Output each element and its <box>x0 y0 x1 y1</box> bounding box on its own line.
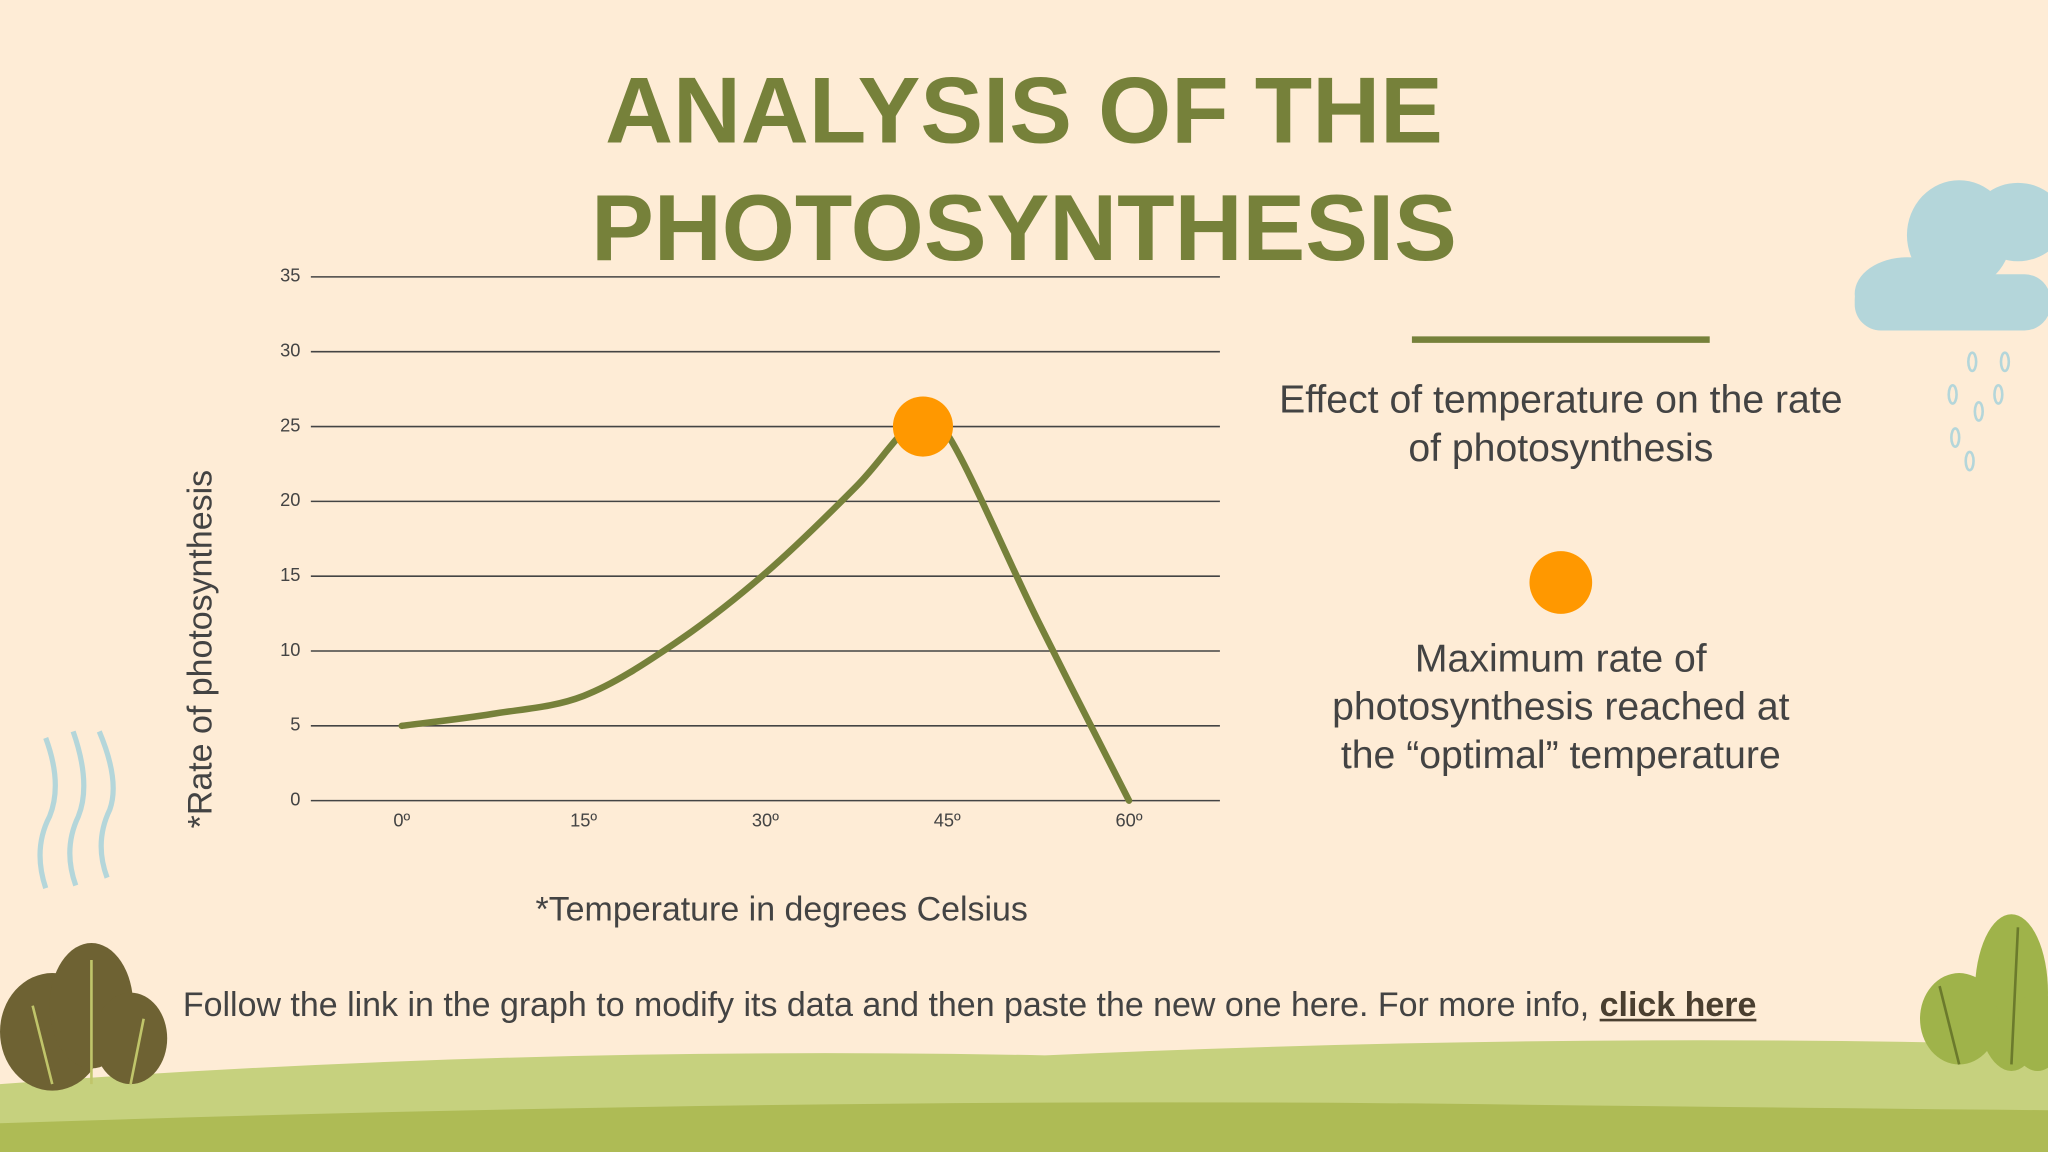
x-tick-label: 0º <box>393 809 410 830</box>
x-tick-label: 30º <box>752 809 779 830</box>
y-tick-label: 25 <box>280 414 300 435</box>
heat-waves <box>37 730 116 889</box>
peak-marker <box>892 396 953 457</box>
x-tick-label: 60º <box>1116 809 1143 830</box>
chart-description: Effect of temperature on the rate of pho… <box>1279 378 1843 471</box>
x-axis-label: *Temperature in degrees Celsius <box>536 891 1028 929</box>
y-tick-label: 20 <box>280 489 300 510</box>
title: ANALYSIS OF THE PHOTOSYNTHESIS <box>591 58 1457 281</box>
y-tick-label: 35 <box>280 265 300 286</box>
rain <box>1947 351 2011 472</box>
x-tick-label: 15º <box>570 809 597 830</box>
cloud <box>1854 180 2048 331</box>
y-tick-label: 30 <box>280 340 300 361</box>
y-axis-label: *Rate of photosynthesis <box>181 470 219 828</box>
link[interactable]: click here <box>1599 984 1757 1024</box>
y-tick-label: 10 <box>280 639 300 660</box>
y-tick-label: 15 <box>280 564 300 585</box>
bush-left <box>0 943 168 1091</box>
line <box>398 411 1133 804</box>
legend-marker <box>1529 551 1593 614</box>
bush-right <box>1919 914 2048 1072</box>
x-tick-label: 45º <box>934 809 961 830</box>
y-tick-label: 0 <box>290 788 300 809</box>
decor <box>0 180 2048 1152</box>
ground-dark <box>0 1102 2048 1152</box>
footer: Follow the link in the graph to modify i… <box>183 985 1907 1025</box>
y-tick-label: 5 <box>290 714 300 735</box>
legend-label: Maximum rate of photosynthesis reached a… <box>1332 637 1790 778</box>
footer-text: Follow the link in the graph to modify i… <box>182 984 1590 1024</box>
